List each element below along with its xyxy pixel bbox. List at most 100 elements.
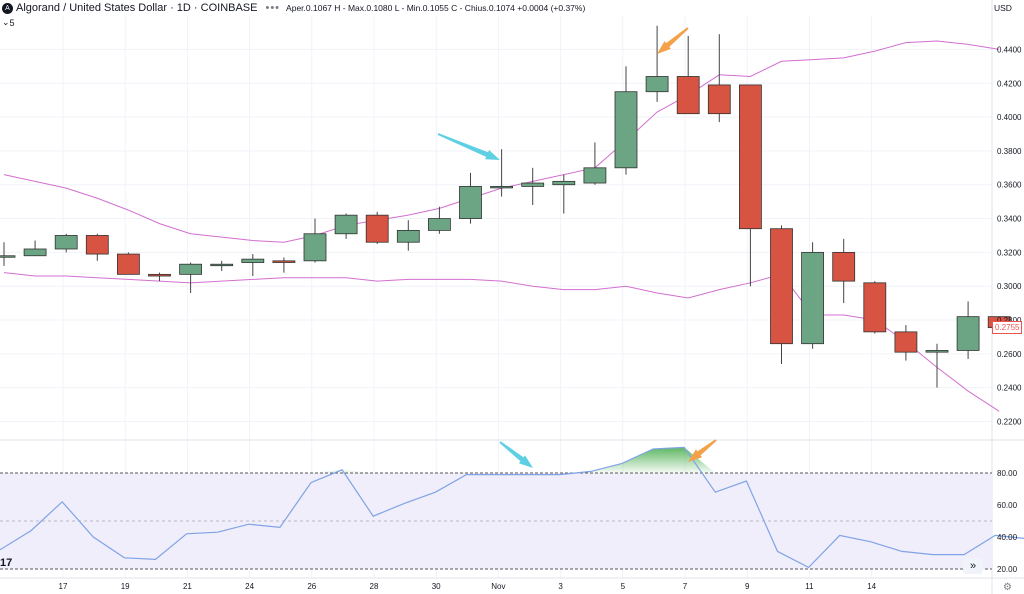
chart-header: A Algorand / United States Dollar · 1D ·…: [0, 0, 585, 16]
time-tick-label: Nov: [491, 582, 505, 591]
price-tick-label: 0.2600: [997, 350, 1022, 359]
candle-body: [956, 316, 980, 351]
arrow-shape: [688, 439, 717, 462]
candle-body: [427, 218, 451, 231]
candle: [925, 343, 949, 388]
candle: [490, 149, 514, 197]
candle: [614, 66, 638, 175]
candle-body: [148, 273, 171, 277]
orange-arrow-price: [657, 27, 689, 54]
price-tick-label: 0.2400: [997, 384, 1022, 393]
candles: [0, 25, 1011, 388]
candle-body: [521, 182, 545, 187]
candle-body: [365, 214, 389, 243]
time-tick-label: 17: [59, 582, 68, 591]
candle: [0, 242, 16, 266]
candle-body: [241, 258, 265, 263]
candle: [770, 225, 793, 364]
candle-body: [54, 235, 78, 250]
time-tick-label: 14: [867, 582, 876, 591]
rsi-tick-label: 20.00: [997, 565, 1018, 574]
candle: [210, 260, 234, 271]
time-tick-label: 21: [183, 582, 192, 591]
current-price-tag: 0.2755: [992, 321, 1023, 334]
candle: [956, 301, 980, 359]
candle: [303, 218, 327, 263]
rsi-overbought-fill: [311, 447, 1024, 473]
time-tick-label: 26: [307, 582, 316, 591]
price-tick-label: 0.2800: [997, 316, 1022, 325]
candle: [117, 252, 140, 275]
candle: [863, 281, 887, 334]
candle: [801, 242, 824, 349]
candle: [894, 325, 918, 361]
rsi-tick-label: 80.00: [997, 469, 1018, 478]
candle: [272, 257, 296, 273]
upper-band-line: [3, 40, 1000, 243]
candle: [552, 174, 576, 214]
candle-body: [272, 260, 296, 263]
price-tick-label: 0.3000: [997, 282, 1022, 291]
candle-body: [459, 186, 482, 219]
time-tick-label: 7: [683, 582, 688, 591]
candle-body: [552, 180, 576, 186]
candle-body: [676, 76, 700, 115]
candle-body: [23, 248, 47, 257]
candle-body: [614, 91, 638, 169]
candle-body: [85, 235, 109, 255]
candle: [583, 142, 607, 185]
candle: [521, 167, 545, 206]
tradingview-logo-icon: 17: [0, 557, 13, 569]
time-tick-label: 30: [432, 582, 441, 591]
candle-body: [117, 253, 140, 275]
indicators-count: 5: [9, 17, 15, 28]
rsi-tick-label: 40.00: [997, 533, 1018, 542]
candle-body: [832, 251, 856, 282]
currency-label[interactable]: USD: [994, 3, 1012, 13]
time-tick-label: 3: [558, 582, 563, 591]
price-axis: 0.4400 0.4200 0.4000 0.3800 0.3600 0.3400 0.32…: [997, 45, 1022, 426]
price-tick-label: 0.4000: [997, 113, 1022, 122]
arrow-shape: [437, 133, 500, 160]
settings-gear-icon[interactable]: ⚙: [1003, 582, 1012, 593]
candle: [707, 34, 731, 123]
candle-body: [863, 282, 887, 333]
indicators-count-badge[interactable]: ⌄ 5: [2, 17, 15, 28]
candle-body: [739, 84, 762, 230]
candle: [739, 84, 762, 287]
candle-body: [303, 233, 327, 262]
candle: [645, 25, 669, 102]
candle-body: [210, 263, 234, 267]
candle: [459, 172, 482, 224]
algorand-logo-icon: A: [2, 2, 13, 14]
arrow-shape: [657, 27, 689, 54]
candle-body: [0, 255, 16, 258]
ohlc-readout: Aper.0.1067 H - Max.0.1080 L - Min.0.105…: [286, 3, 586, 13]
more-options-icon[interactable]: •••: [265, 2, 281, 14]
time-tick-label: 24: [245, 582, 254, 591]
price-tick-label: 0.2200: [997, 418, 1022, 427]
price-tick-label: 0.3800: [997, 147, 1022, 156]
price-tick-label: 0.4400: [997, 45, 1022, 54]
price-tick-label: 0.3200: [997, 248, 1022, 257]
rsi-axis: 80.00 60.00 40.00 20.00: [997, 469, 1018, 574]
blue-arrow-price: [437, 133, 500, 160]
candle: [148, 272, 171, 282]
candle-body: [770, 228, 793, 345]
candle-body: [396, 229, 420, 243]
candle-body: [490, 186, 514, 189]
candle-body: [925, 350, 949, 353]
candle: [365, 211, 389, 244]
candle-body: [645, 76, 669, 93]
candle: [427, 206, 451, 234]
candle-body: [801, 251, 824, 345]
rsi-line: [0, 446, 1024, 569]
symbol-title[interactable]: Algorand / United States Dollar · 1D · C…: [16, 2, 258, 14]
candle: [832, 238, 856, 304]
candle-body: [583, 167, 607, 184]
candle: [54, 233, 78, 253]
scroll-to-realtime-button[interactable]: »: [963, 558, 983, 574]
orange-arrow-rsi: [688, 439, 717, 462]
candle: [676, 35, 700, 115]
